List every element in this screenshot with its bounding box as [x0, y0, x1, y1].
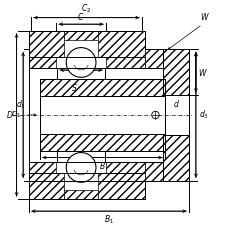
Polygon shape — [28, 57, 56, 68]
Text: $C_2$: $C_2$ — [81, 3, 91, 15]
Circle shape — [66, 48, 95, 77]
Polygon shape — [28, 31, 64, 57]
Polygon shape — [28, 173, 64, 199]
Polygon shape — [64, 190, 98, 199]
Polygon shape — [39, 134, 165, 151]
Polygon shape — [162, 49, 188, 95]
Polygon shape — [64, 31, 98, 40]
Text: $d$: $d$ — [172, 98, 179, 109]
Text: $B_1$: $B_1$ — [104, 214, 114, 226]
Text: $C$: $C$ — [77, 11, 85, 22]
Text: $W$: $W$ — [197, 67, 207, 78]
Polygon shape — [98, 31, 144, 57]
Polygon shape — [162, 135, 188, 180]
Circle shape — [66, 153, 95, 182]
Text: $D$: $D$ — [6, 109, 14, 120]
Circle shape — [151, 111, 158, 119]
Polygon shape — [28, 162, 56, 173]
Polygon shape — [98, 173, 144, 199]
Polygon shape — [106, 57, 144, 68]
Polygon shape — [39, 79, 165, 96]
Polygon shape — [106, 162, 144, 173]
Polygon shape — [144, 162, 162, 180]
Text: $d_1$: $d_1$ — [16, 98, 25, 111]
Text: $B$: $B$ — [99, 160, 105, 171]
Text: $S$: $S$ — [71, 82, 77, 93]
Text: $d_3$: $d_3$ — [198, 109, 208, 121]
Text: $D_1$: $D_1$ — [11, 110, 20, 120]
Polygon shape — [144, 49, 162, 68]
Text: $W$: $W$ — [199, 11, 209, 22]
